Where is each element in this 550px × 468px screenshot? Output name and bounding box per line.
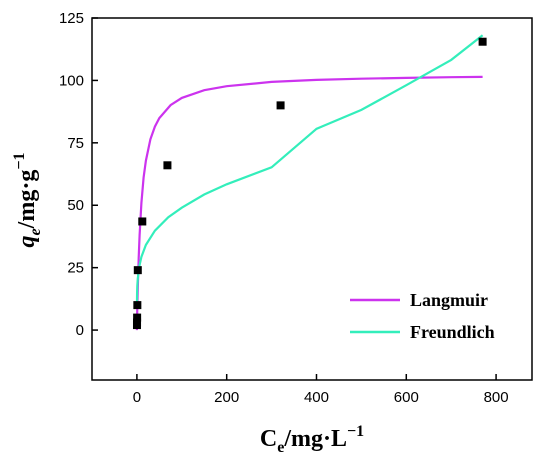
ticks: 0 200 400 600 800 0 25 50 75 100 125 (59, 10, 509, 406)
x-title-unit: /mg·L (283, 426, 347, 452)
x-title-sup: −1 (347, 423, 364, 440)
legend-label-freundlich: Freundlich (410, 322, 495, 342)
x-tick-label: 800 (484, 389, 509, 406)
x-title-main: C (260, 426, 277, 452)
data-point (133, 301, 142, 310)
y-tick-label: 0 (76, 322, 84, 339)
y-tick-label: 100 (59, 72, 84, 89)
y-title-sub: e (27, 228, 44, 235)
y-axis-title: qe/mg·g−1 (11, 153, 44, 248)
plot-frame (91, 17, 533, 381)
langmuir-curve (135, 75, 483, 331)
series-points (132, 37, 487, 330)
x-axis-title: Ce/mg·L−1 (260, 423, 364, 456)
x-tick-label: 200 (214, 389, 239, 406)
data-point (276, 101, 285, 110)
x-tick-label: 400 (304, 389, 329, 406)
y-tick-label: 125 (59, 10, 84, 27)
data-point (133, 318, 142, 327)
x-title-sub: e (277, 439, 284, 456)
series-lines (135, 34, 484, 331)
legend: Langmuir Freundlich (350, 290, 495, 342)
y-title-unit: /mg·g (14, 170, 40, 230)
x-tick-label: 600 (394, 389, 419, 406)
y-tick-label: 25 (67, 260, 84, 277)
data-point (133, 313, 142, 322)
y-title-main: q (14, 235, 40, 247)
y-tick-label: 50 (67, 197, 84, 214)
data-point (163, 161, 172, 170)
legend-label-langmuir: Langmuir (410, 290, 488, 310)
x-tick-label: 0 (133, 389, 141, 406)
freundlich-curve (135, 34, 484, 308)
data-point (138, 217, 147, 226)
data-point (478, 37, 487, 46)
data-point (133, 266, 142, 275)
y-title-sup: −1 (11, 153, 28, 170)
y-tick-label: 75 (67, 135, 84, 152)
